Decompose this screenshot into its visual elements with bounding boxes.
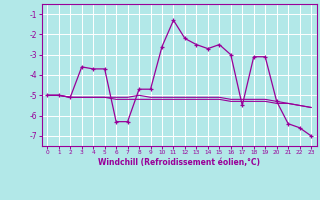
X-axis label: Windchill (Refroidissement éolien,°C): Windchill (Refroidissement éolien,°C)	[98, 158, 260, 167]
